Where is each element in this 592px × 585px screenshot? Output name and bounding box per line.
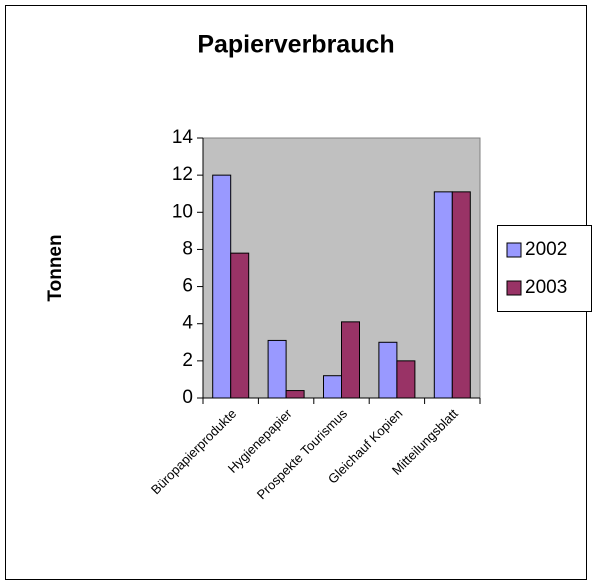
- legend-label: 2002: [525, 239, 567, 260]
- bar: [267, 339, 287, 399]
- bar: [378, 341, 398, 399]
- chart-title: Papierverbrauch: [197, 31, 394, 59]
- y-tick-label: 12: [172, 164, 193, 185]
- legend-swatch: [506, 242, 522, 258]
- bar: [451, 191, 471, 399]
- y-axis-label: Tonnen: [45, 234, 66, 301]
- y-tick-label: 2: [182, 350, 193, 371]
- bar: [285, 390, 305, 399]
- bar: [212, 174, 232, 399]
- legend-box: [497, 225, 592, 312]
- y-tick-label: 8: [182, 238, 193, 259]
- bar: [433, 191, 453, 399]
- y-tick-label: 0: [182, 387, 193, 408]
- y-tick-label: 10: [172, 201, 193, 222]
- bar: [323, 375, 342, 399]
- bar: [230, 252, 250, 399]
- bar: [341, 321, 360, 399]
- legend-swatch: [506, 280, 522, 296]
- y-tick-label: 4: [182, 313, 193, 334]
- legend-label: 2003: [525, 277, 567, 298]
- y-tick-label: 6: [182, 276, 193, 297]
- bar: [396, 360, 416, 399]
- y-tick-label: 14: [172, 127, 194, 148]
